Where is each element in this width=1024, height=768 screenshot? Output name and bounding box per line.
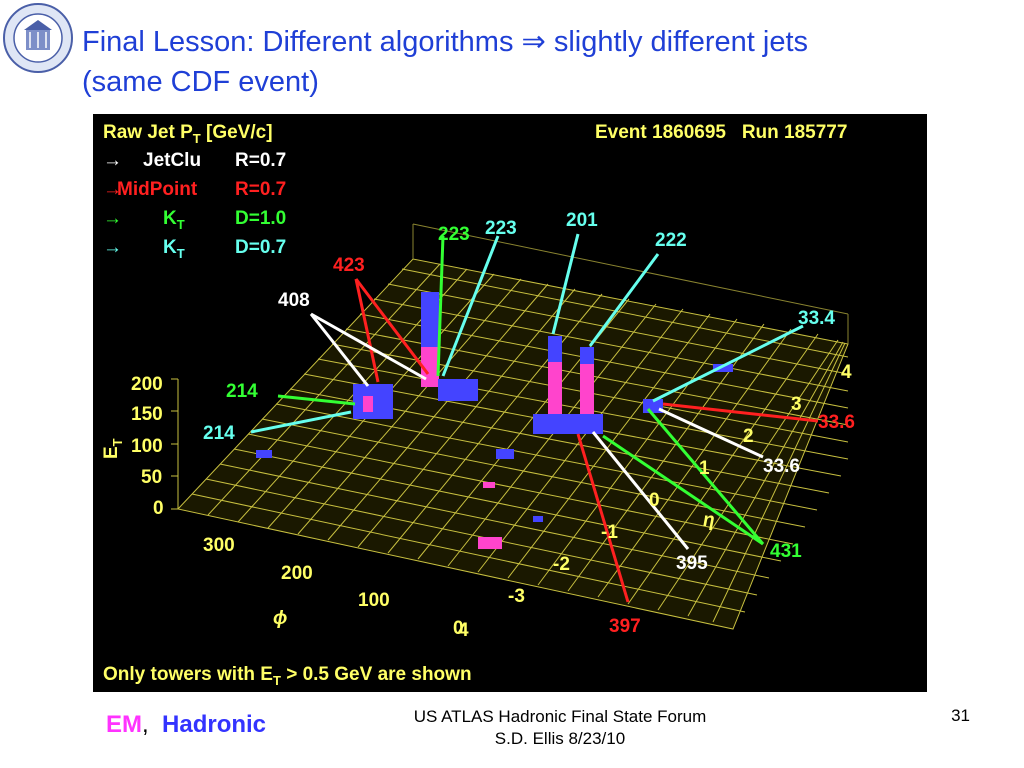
svg-text:150: 150 bbox=[131, 404, 163, 425]
legend-row-kt-d07: → KT D=0.7 bbox=[103, 237, 286, 261]
tower-had bbox=[533, 414, 603, 434]
svg-text:200: 200 bbox=[131, 374, 163, 395]
tower-had bbox=[713, 364, 733, 372]
tower-had bbox=[496, 449, 514, 459]
jet-label: 214 bbox=[203, 423, 235, 444]
figure-header-left: Raw Jet PT [GeV/c] bbox=[103, 122, 273, 146]
svg-text:-3: -3 bbox=[508, 586, 525, 607]
svg-text:0: 0 bbox=[153, 498, 164, 519]
jet-label: 397 bbox=[609, 616, 641, 637]
phi-axis-label: ϕ bbox=[273, 608, 287, 629]
jet-label: 214 bbox=[226, 381, 258, 402]
tower-had bbox=[580, 347, 594, 364]
legend-row-jetclu: → JetClu R=0.7 bbox=[103, 150, 286, 171]
tower-em bbox=[483, 482, 495, 488]
tower-had bbox=[438, 379, 478, 401]
eta-axis: 4 3 2 1 0 -1 -2 -3 4 η bbox=[458, 362, 852, 641]
svg-text:100: 100 bbox=[358, 590, 390, 611]
svg-text:3: 3 bbox=[791, 394, 802, 415]
jet-pointers bbox=[250, 233, 819, 603]
legend-row-midpoint: → MidPoint R=0.7 bbox=[103, 179, 286, 200]
svg-text:→: → bbox=[103, 208, 122, 229]
tower-em bbox=[548, 362, 562, 424]
jet-label: 223 bbox=[485, 218, 517, 239]
et-axis-label: ET bbox=[101, 438, 125, 459]
lego-plot-figure: Raw Jet PT [GeV/c] Event 1860695 Run 185… bbox=[93, 114, 927, 692]
tower-em bbox=[478, 537, 502, 549]
tower-had bbox=[548, 336, 562, 362]
tower-em bbox=[363, 396, 373, 412]
svg-text:2: 2 bbox=[743, 426, 754, 447]
eta-axis-label: η bbox=[703, 510, 715, 531]
jet-value-labels: 223 223 201 222 423 408 214 214 33.4 33.… bbox=[203, 210, 855, 637]
svg-text:50: 50 bbox=[141, 467, 162, 488]
svg-text:4: 4 bbox=[841, 362, 852, 383]
footer-line-1: US ATLAS Hadronic Final State Forum bbox=[413, 707, 707, 726]
svg-text:JetClu: JetClu bbox=[143, 150, 201, 171]
hadronic-label: Hadronic bbox=[162, 711, 267, 738]
figure-header-right: Event 1860695 Run 185777 bbox=[595, 122, 847, 143]
jet-label: 201 bbox=[566, 210, 598, 231]
key-separator: , bbox=[142, 711, 149, 738]
jet-label: 431 bbox=[770, 541, 802, 562]
svg-text:→: → bbox=[103, 179, 122, 200]
svg-text:-2: -2 bbox=[553, 554, 570, 575]
calorimeter-towers bbox=[256, 292, 733, 549]
svg-text:-1: -1 bbox=[601, 522, 618, 543]
jet-label: 33.6 bbox=[818, 412, 855, 433]
svg-text:100: 100 bbox=[131, 436, 163, 457]
em-label: EM bbox=[106, 711, 142, 738]
tower-had bbox=[421, 292, 439, 347]
svg-text:0: 0 bbox=[649, 490, 660, 511]
tower-had bbox=[256, 450, 272, 458]
svg-text:→: → bbox=[103, 237, 122, 258]
jet-label: 395 bbox=[676, 553, 708, 574]
title-line-2: (same CDF event) bbox=[82, 66, 319, 98]
svg-text:R=0.7: R=0.7 bbox=[235, 179, 286, 200]
slide-title: Final Lesson: Different algorithms ⇒ sli… bbox=[82, 22, 982, 102]
svg-text:KT: KT bbox=[163, 237, 185, 261]
et-axis: 200 150 100 50 0 ET bbox=[101, 374, 164, 519]
svg-text:200: 200 bbox=[281, 563, 313, 584]
svg-text:1: 1 bbox=[699, 458, 710, 479]
footer-line-2: S.D. Ellis 8/23/10 bbox=[494, 729, 626, 748]
svg-text:R=0.7: R=0.7 bbox=[235, 150, 286, 171]
svg-text:4: 4 bbox=[458, 620, 469, 641]
jet-label: 33.6 bbox=[763, 456, 800, 477]
jet-label: 222 bbox=[655, 230, 687, 251]
svg-text:0: 0 bbox=[453, 618, 464, 639]
svg-text:D=1.0: D=1.0 bbox=[235, 208, 286, 229]
tower-em bbox=[580, 364, 594, 424]
university-seal-icon bbox=[3, 3, 73, 73]
slide-footer: US ATLAS Hadronic Final State Forum S.D.… bbox=[330, 706, 790, 750]
tower-had bbox=[533, 516, 543, 522]
algorithm-legend: → JetClu R=0.7 → MidPoint R=0.7 → KT D=1… bbox=[103, 150, 286, 261]
svg-text:MidPoint: MidPoint bbox=[117, 179, 198, 200]
title-line-1: Final Lesson: Different algorithms ⇒ sli… bbox=[82, 26, 809, 58]
svg-text:→: → bbox=[103, 150, 122, 171]
phi-axis: 300 200 100 0 ϕ bbox=[203, 535, 464, 639]
page-number: 31 bbox=[951, 706, 970, 725]
jet-label: 408 bbox=[278, 290, 310, 311]
svg-text:D=0.7: D=0.7 bbox=[235, 237, 286, 258]
svg-text:300: 300 bbox=[203, 535, 235, 556]
svg-text:KT: KT bbox=[163, 208, 185, 232]
jet-label: 423 bbox=[333, 255, 365, 276]
figure-footnote: Only towers with ET > 0.5 GeV are shown bbox=[103, 664, 472, 688]
em-hadronic-key: EM, Hadronic bbox=[106, 711, 266, 739]
jet-label: 33.4 bbox=[798, 308, 835, 329]
jet-label: 223 bbox=[438, 224, 470, 245]
legend-row-kt-d10: → KT D=1.0 bbox=[103, 208, 286, 232]
